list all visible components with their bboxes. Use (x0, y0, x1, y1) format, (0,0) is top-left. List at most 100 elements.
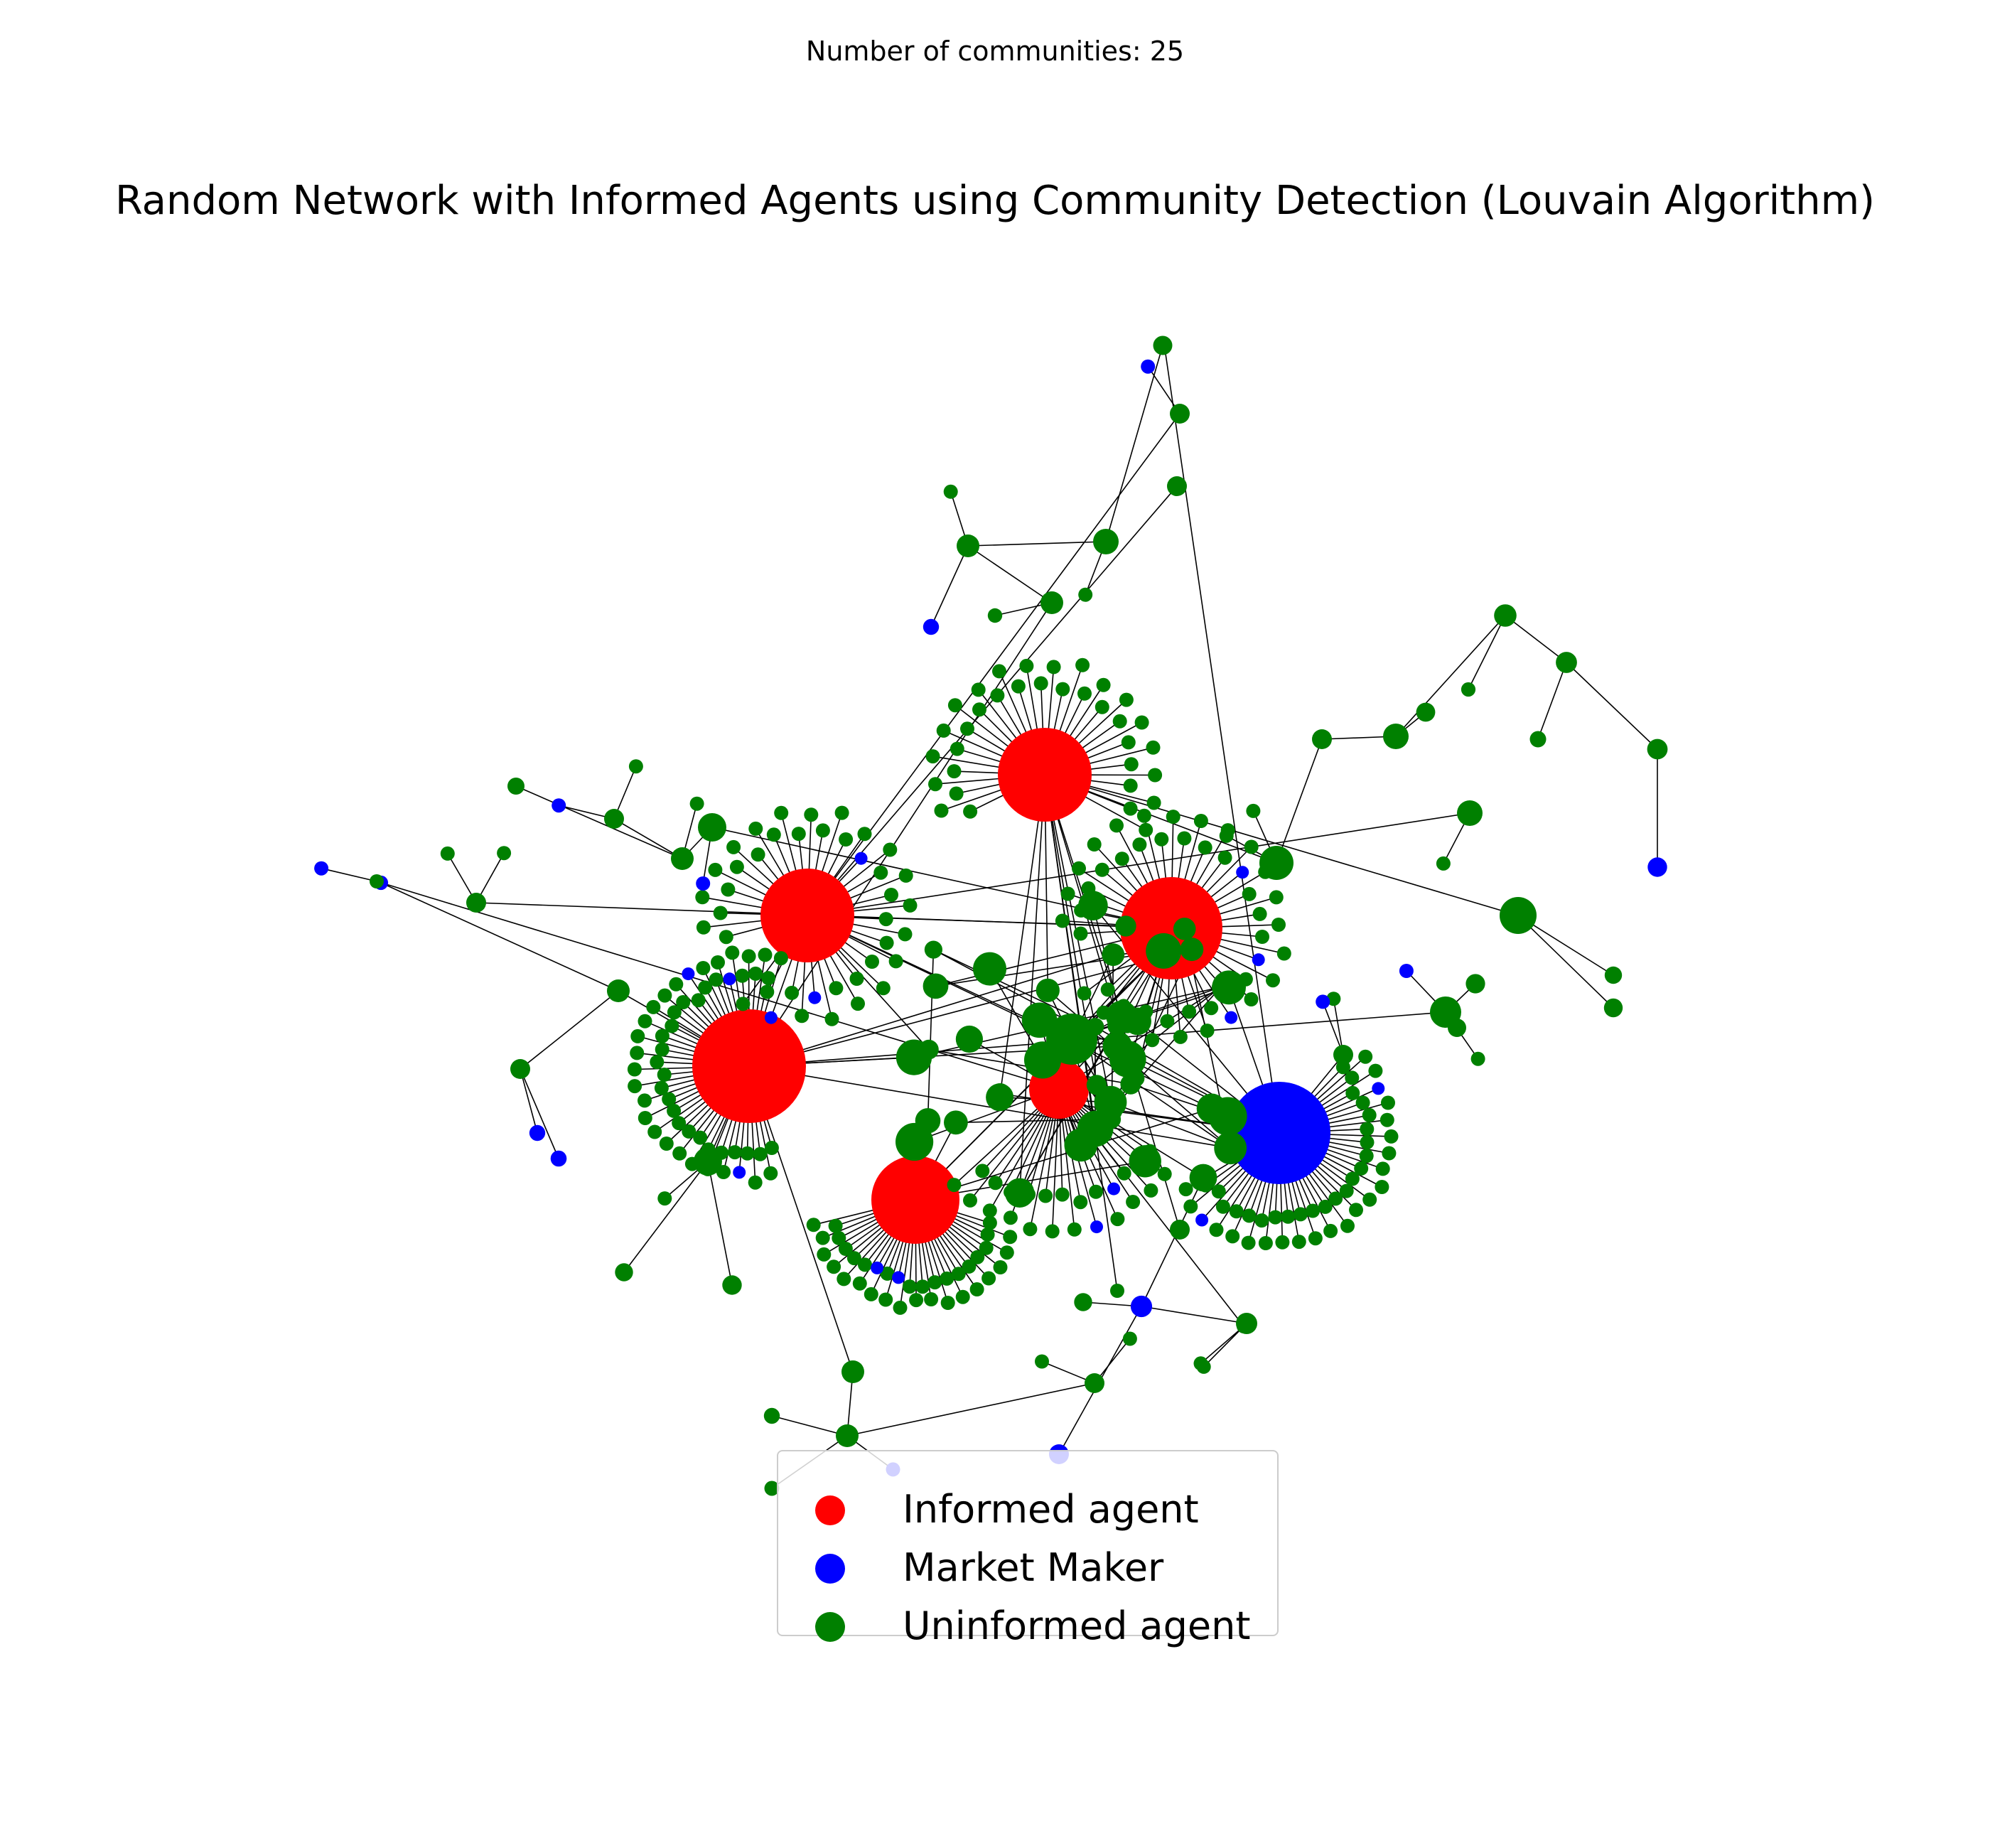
uninformed-agent-node (1146, 740, 1161, 755)
uninformed-agent-node (693, 1130, 708, 1145)
network-edge (1058, 987, 1221, 1090)
market-maker-node (1399, 964, 1414, 978)
uninformed-agent-node (729, 859, 744, 874)
uninformed-agent-node (947, 764, 962, 779)
communities-count-label: Number of communities: 25 (805, 36, 1185, 67)
uninformed-agent-node (1214, 1132, 1247, 1165)
uninformed-agent-node (1114, 852, 1129, 866)
uninformed-agent-node (1146, 933, 1182, 969)
uninformed-agent-node (638, 1014, 652, 1028)
uninformed-agent-node (1040, 591, 1063, 614)
uninformed-agent-node (919, 1039, 939, 1060)
uninformed-agent-node (841, 1360, 864, 1383)
network-edge (935, 950, 1164, 987)
uninformed-agent-node (824, 1011, 839, 1026)
uninformed-agent-node (1241, 1235, 1256, 1250)
uninformed-agent-node (727, 1145, 742, 1160)
uninformed-agent-node (654, 1080, 669, 1095)
uninformed-agent-node (815, 823, 830, 838)
uninformed-agent-node (748, 821, 763, 836)
uninformed-agent-node (1157, 337, 1171, 351)
uninformed-agent-node (987, 608, 1003, 623)
uninformed-agent-node (682, 1124, 696, 1139)
uninformed-agent-node (1134, 715, 1149, 730)
legend-dot-market-maker (815, 1554, 845, 1584)
uninformed-agent-node (876, 981, 891, 996)
uninformed-agent-node (1089, 1184, 1103, 1199)
uninformed-agent-node (1211, 1184, 1226, 1199)
uninformed-agent-node (1193, 814, 1208, 828)
uninformed-agent-node (1281, 1209, 1296, 1224)
uninformed-agent-node (990, 688, 1005, 703)
uninformed-agent-node (709, 972, 724, 987)
uninformed-agent-node (713, 906, 728, 920)
market-maker-node (1107, 1182, 1121, 1196)
uninformed-agent-node (628, 759, 643, 774)
uninformed-agent-node (940, 1271, 954, 1286)
informed-agent-node (760, 869, 854, 962)
network-edge (1044, 774, 1519, 916)
uninformed-agent-node (1096, 1005, 1111, 1020)
network-edge (515, 785, 683, 859)
uninformed-agent-node (698, 813, 726, 842)
uninformed-agent-node (736, 996, 751, 1011)
uninformed-agent-node (1368, 1063, 1383, 1078)
network-edge (1110, 1101, 1231, 1149)
uninformed-agent-node (1217, 850, 1232, 865)
uninformed-agent-node (944, 1110, 968, 1135)
uninformed-agent-node (1244, 992, 1259, 1006)
uninformed-agent-node (764, 1481, 780, 1496)
uninformed-agent-node (1252, 906, 1267, 921)
uninformed-agent-node (1160, 1014, 1175, 1028)
uninformed-agent-node (834, 805, 849, 820)
uninformed-agent-node (1094, 862, 1109, 877)
uninformed-agent-node (993, 1260, 1008, 1274)
uninformed-agent-node (1200, 1024, 1215, 1038)
uninformed-agent-node (1603, 998, 1623, 1018)
uninformed-agent-node (657, 988, 672, 1003)
market-maker-node (892, 1271, 905, 1284)
network-edge (520, 1068, 538, 1134)
network-edge (1163, 343, 1280, 1134)
uninformed-agent-node (838, 1242, 853, 1256)
uninformed-agent-node (615, 1263, 633, 1282)
uninformed-agent-node (988, 1176, 1003, 1191)
uninformed-agent-node (981, 1271, 996, 1286)
uninformed-agent-node (970, 1250, 985, 1264)
uninformed-agent-node (1312, 729, 1332, 749)
uninformed-agent-node (1604, 966, 1623, 984)
uninformed-agent-node (972, 702, 986, 717)
uninformed-agent-node (1293, 1207, 1308, 1222)
uninformed-agent-node (883, 842, 898, 857)
uninformed-agent-node (1124, 757, 1139, 772)
uninformed-agent-node (716, 1165, 731, 1179)
uninformed-agent-node (691, 993, 706, 1008)
uninformed-agent-node (1003, 1230, 1018, 1245)
uninformed-agent-node (1268, 1210, 1283, 1225)
market-maker-node (764, 1011, 778, 1024)
uninformed-agent-node (763, 1166, 778, 1181)
network-edge (520, 1068, 559, 1159)
uninformed-agent-node (943, 484, 958, 499)
uninformed-agent-node (924, 1292, 939, 1306)
uninformed-agent-node (804, 807, 819, 822)
uninformed-agent-node (1117, 1166, 1131, 1181)
network-edge (1517, 915, 1614, 1009)
uninformed-agent-node (700, 1161, 715, 1176)
uninformed-agent-node (1358, 1049, 1373, 1064)
uninformed-agent-node (1349, 1203, 1363, 1218)
legend-item-uninformed: Uninformed agent (778, 1598, 1277, 1655)
network-edge (807, 485, 1178, 916)
uninformed-agent-node (1064, 1128, 1098, 1162)
network-edge (1517, 915, 1614, 976)
uninformed-agent-node (628, 1079, 642, 1094)
uninformed-agent-node (947, 698, 962, 713)
uninformed-agent-node (1360, 1122, 1375, 1137)
uninformed-agent-node (1144, 1183, 1158, 1198)
uninformed-agent-node (1375, 1180, 1389, 1194)
uninformed-agent-node (1436, 856, 1451, 871)
uninformed-agent-node (1117, 999, 1131, 1014)
uninformed-agent-node (1102, 1110, 1122, 1129)
uninformed-agent-node (915, 1279, 930, 1294)
